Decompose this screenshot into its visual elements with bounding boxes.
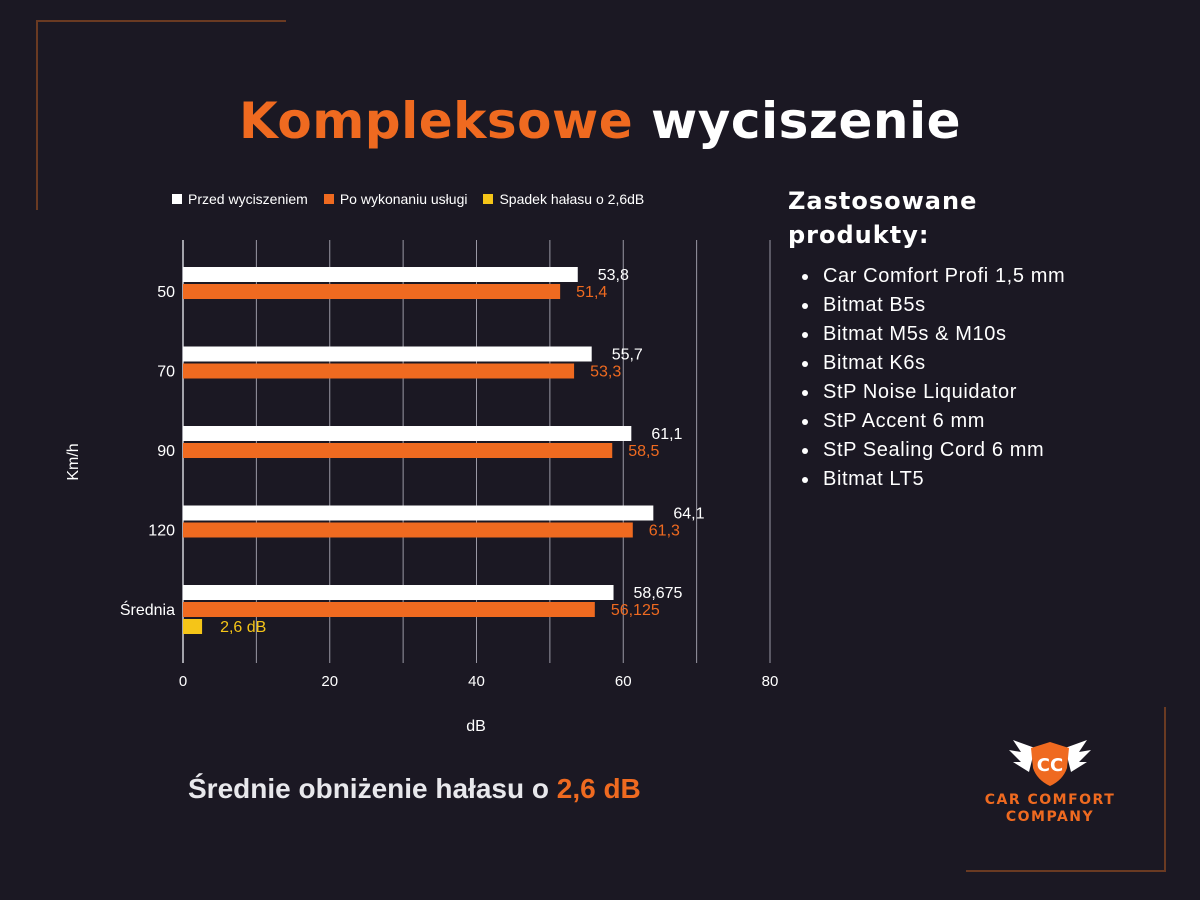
legend-swatch-after xyxy=(323,194,334,204)
data-label: 53,8 xyxy=(598,267,629,284)
product-item: StP Noise Liquidator xyxy=(802,378,1065,407)
category-label: 50 xyxy=(157,284,175,301)
logo-line-1: CAR COMFORT xyxy=(984,792,1116,808)
product-item: Bitmat B5s xyxy=(802,291,1065,320)
product-item: Bitmat M5s & M10s xyxy=(802,320,1065,349)
data-label: 53,3 xyxy=(590,364,621,381)
summary-prefix: Średnie obniżenie hałasu o xyxy=(188,773,557,804)
title-part-2: wyciszenie xyxy=(651,92,962,150)
chart-bars xyxy=(183,267,654,634)
page-title: Kompleksowe wyciszenie xyxy=(0,92,1200,150)
x-tick-label: 40 xyxy=(468,673,485,690)
title-part-1: Kompleksowe xyxy=(238,92,634,150)
product-item: Car Comfort Profi 1,5 mm xyxy=(802,262,1065,291)
category-label: Średnia xyxy=(120,600,175,619)
decorative-corner-bottom-right xyxy=(966,707,1166,872)
data-label: 61,3 xyxy=(649,523,680,540)
bar xyxy=(183,267,578,282)
category-label: 120 xyxy=(148,523,175,540)
bar xyxy=(183,284,561,299)
legend-swatch-drop xyxy=(483,194,494,204)
product-item: Bitmat LT5 xyxy=(802,465,1065,494)
summary-text: Średnie obniżenie hałasu o 2,6 dB xyxy=(188,773,641,805)
logo-text: CAR COMFORT COMPANY xyxy=(972,792,1128,826)
products-list: Car Comfort Profi 1,5 mm Bitmat B5s Bitm… xyxy=(802,262,1065,494)
data-label: 56,125 xyxy=(611,602,660,619)
x-tick-label: 80 xyxy=(762,673,779,690)
legend-label-before: Przed wyciszeniem xyxy=(188,191,308,207)
x-tick-label: 20 xyxy=(321,673,338,690)
data-label: 2,6 dB xyxy=(220,619,266,636)
category-label: 90 xyxy=(157,443,175,460)
car-comfort-logo-icon: CC xyxy=(1009,740,1091,786)
logo-monogram: CC xyxy=(1037,755,1063,776)
bar xyxy=(183,522,633,538)
legend-swatch-before xyxy=(172,194,182,204)
bar-chart: 0 20 40 60 80 50 53,851,4 70 55,753,3 90 61,158,5 1… xyxy=(65,240,779,735)
bar xyxy=(183,585,614,600)
logo-line-2: COMPANY xyxy=(1005,809,1095,825)
bar xyxy=(183,505,654,521)
bar xyxy=(183,363,575,379)
bar xyxy=(183,443,613,458)
x-tick-label: 60 xyxy=(615,673,632,690)
product-item: StP Sealing Cord 6 mm xyxy=(802,436,1065,465)
data-label: 51,4 xyxy=(576,284,607,301)
x-tick-label: 0 xyxy=(179,673,187,690)
decorative-corner-top-left xyxy=(36,20,286,210)
data-label: 64,1 xyxy=(673,506,704,523)
data-label: 61,1 xyxy=(651,426,682,443)
legend-item-after: Po wykonaniu usługi xyxy=(323,191,468,207)
legend-item-before: Przed wyciszeniem xyxy=(172,191,308,207)
y-axis-title: Km/h xyxy=(65,443,82,480)
products-heading: Zastosowane produkty: xyxy=(788,187,978,249)
bar xyxy=(183,602,595,617)
chart-labels: 0 20 40 60 80 50 53,851,4 70 55,753,3 90 61,158,5 1… xyxy=(120,267,779,690)
chart-legend: Przed wyciszeniem Po wykonaniu usługi Sp… xyxy=(172,191,644,207)
category-label: 70 xyxy=(157,364,175,381)
bar xyxy=(183,346,592,362)
bar xyxy=(183,619,203,634)
data-label: 58,675 xyxy=(634,585,683,602)
data-label: 58,5 xyxy=(628,443,659,460)
summary-highlight: 2,6 dB xyxy=(556,773,641,804)
legend-item-drop: Spadek hałasu o 2,6dB xyxy=(483,191,644,207)
product-item: Bitmat K6s xyxy=(802,349,1065,378)
legend-label-drop: Spadek hałasu o 2,6dB xyxy=(499,191,645,207)
product-item: StP Accent 6 mm xyxy=(802,407,1065,436)
x-axis-title: dB xyxy=(466,718,486,735)
legend-label-after: Po wykonaniu usługi xyxy=(339,191,468,207)
data-label: 55,7 xyxy=(612,347,643,364)
bar xyxy=(183,426,632,441)
